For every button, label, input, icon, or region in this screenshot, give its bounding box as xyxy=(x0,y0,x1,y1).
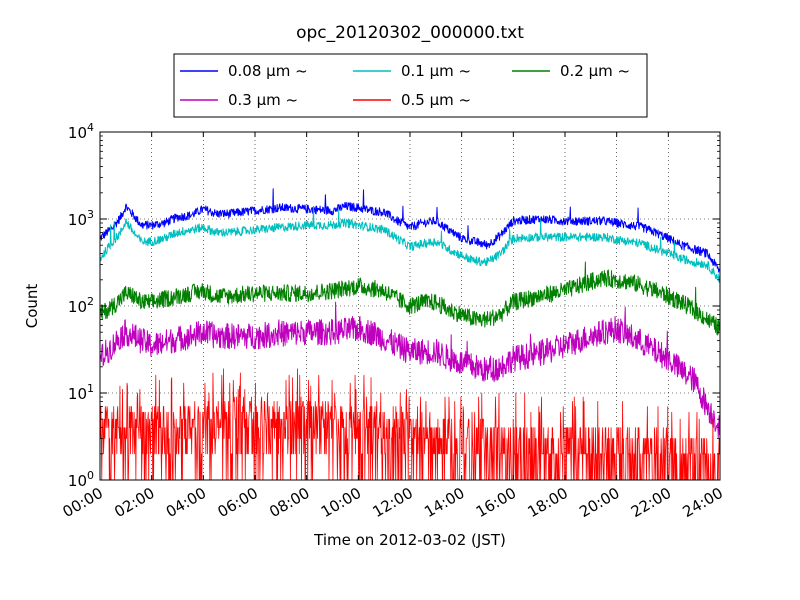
legend-label: 0.08 μm ~ xyxy=(228,62,308,80)
x-axis-label: Time on 2012-03-02 (JST) xyxy=(313,531,506,549)
legend-label: 0.1 μm ~ xyxy=(401,62,471,80)
series-line xyxy=(99,301,721,438)
x-tick-label: 20:00 xyxy=(576,484,622,521)
x-tick-label: 16:00 xyxy=(473,484,519,521)
series-line xyxy=(99,205,721,283)
x-tick-label: 18:00 xyxy=(525,484,571,521)
legend-label: 0.5 μm ~ xyxy=(401,91,471,109)
series-line xyxy=(99,188,721,273)
legend-frame xyxy=(173,53,648,118)
x-tick-label: 10:00 xyxy=(318,484,364,521)
x-tick-label: 14:00 xyxy=(421,484,467,521)
series-group xyxy=(99,188,721,481)
x-tick-label: 02:00 xyxy=(111,484,157,521)
legend-label: 0.2 μm ~ xyxy=(560,62,630,80)
x-tick-label: 04:00 xyxy=(163,484,209,521)
y-axis-label: Count xyxy=(23,284,41,329)
series-line xyxy=(99,368,720,481)
y-tick-label: 102 xyxy=(68,295,94,316)
x-tick-label: 12:00 xyxy=(370,484,416,521)
legend: 0.08 μm ~ 0.1 μm ~ 0.2 μm ~ 0.3 μm ~ 0.5 μm … xyxy=(173,53,648,118)
series-line xyxy=(99,261,721,336)
x-tick-label: 08:00 xyxy=(266,484,312,521)
x-tick-label: 24:00 xyxy=(680,484,726,521)
x-tick-label: 22:00 xyxy=(628,484,674,521)
chart-title: opc_20120302_000000.txt xyxy=(296,23,524,43)
x-tick-label: 06:00 xyxy=(215,484,261,521)
legend-label: 0.3 μm ~ xyxy=(228,91,298,109)
y-tick-label: 104 xyxy=(68,121,94,142)
y-tick-label: 100 xyxy=(68,469,94,490)
y-tick-label: 101 xyxy=(68,382,94,403)
y-tick-label: 103 xyxy=(68,208,94,229)
